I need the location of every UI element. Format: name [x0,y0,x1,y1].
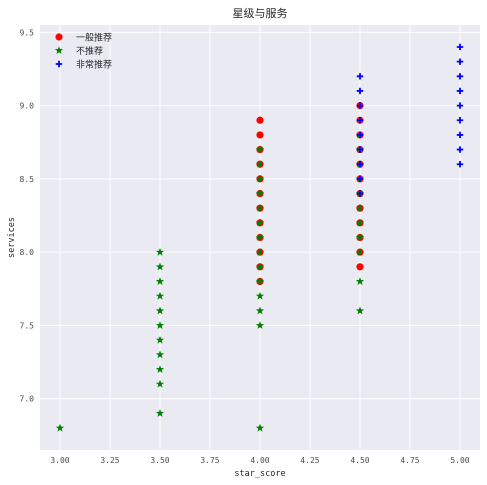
y-tick-label: 7.5 [20,321,35,330]
data-point [355,218,365,227]
data-point [356,102,364,109]
series-3 [356,43,464,197]
chart-title: 星级与服务 [233,7,288,20]
y-axis-label: services [7,217,17,258]
data-point [456,146,464,153]
x-tick-label: 4.00 [250,456,269,465]
data-point [355,203,365,212]
legend-label: 非常推荐 [76,59,112,71]
data-point [255,247,265,256]
data-point [155,247,165,256]
y-tick-label: 9.5 [20,28,35,37]
data-point [256,131,264,139]
legend-label: 不推荐 [76,45,103,57]
legend-item: 不推荐 [54,45,103,57]
data-point [155,379,165,388]
data-point [356,117,364,124]
legend-marker [55,60,63,68]
data-point [155,350,165,359]
data-point [255,277,265,285]
data-point [256,116,264,124]
data-point [456,43,464,51]
data-point [255,189,265,198]
data-point [356,131,364,139]
data-point [456,102,464,109]
data-point [255,423,265,432]
data-point [155,277,165,285]
data-point [356,161,364,168]
data-point [155,409,165,417]
data-point [456,131,464,139]
x-tick-label: 5.00 [450,456,469,465]
data-point [456,87,464,95]
data-point [456,161,464,168]
x-axis-label: star_score [234,469,285,479]
data-point [155,365,165,373]
y-tick-label: 8.0 [20,248,35,257]
data-point [355,277,365,285]
data-point [456,58,464,65]
legend-marker [54,46,64,54]
data-point [255,321,265,329]
data-point [255,145,265,154]
data-points [55,43,464,432]
legend-item: 一般推荐 [55,32,112,44]
x-tick-label: 3.25 [100,456,119,465]
legend-item: 非常推荐 [55,59,112,71]
y-tick-label: 9.0 [20,102,35,111]
x-tick-label: 3.75 [200,456,219,465]
data-point [255,233,265,241]
data-point [255,291,265,300]
data-point [456,117,464,124]
data-point [356,263,364,271]
x-tick-labels: 3.00 3.25 3.50 3.75 4.00 4.25 4.50 4.75 5.00 [50,456,469,465]
y-tick-label: 7.0 [20,395,35,404]
data-point [356,87,364,95]
x-tick-label: 4.50 [350,456,369,465]
x-tick-label: 4.25 [300,456,319,465]
x-tick-label: 3.50 [150,456,169,465]
data-point [255,306,265,315]
x-tick-label: 3.00 [50,456,69,465]
data-point [355,306,365,315]
data-point [456,73,464,80]
data-point [356,146,364,153]
data-point [155,321,165,329]
data-point [155,335,165,344]
data-point [356,190,364,197]
data-point [255,262,265,271]
data-point [255,159,265,168]
data-point [255,203,265,212]
y-tick-label: 8.5 [20,175,35,184]
data-point [355,247,365,256]
data-point [255,218,265,227]
legend-marker [55,33,63,41]
data-point [155,291,165,300]
data-point [155,306,165,315]
data-point [356,175,364,183]
data-point [255,174,265,183]
data-point [155,262,165,271]
data-point [356,73,364,80]
y-tick-labels: 7.0 7.5 8.0 8.5 9.0 9.5 [20,28,35,403]
x-tick-label: 4.75 [400,456,419,465]
legend-label: 一般推荐 [76,32,112,44]
data-point [355,233,365,241]
data-point [55,423,65,432]
